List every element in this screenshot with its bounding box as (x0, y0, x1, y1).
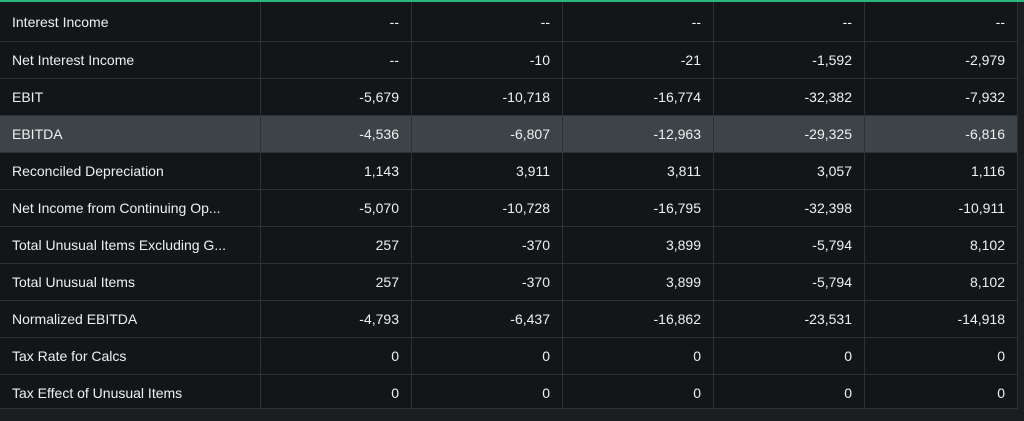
row-value: -10,911 (958, 200, 1005, 216)
table-row-highlighted[interactable]: EBITDA -4,536 -6,807 -12,963 -29,325 -6,… (0, 116, 1017, 153)
row-value: -32,398 (714, 190, 865, 226)
financials-table: Interest Income -- -- -- -- -- Net Inter… (0, 2, 1018, 409)
row-value: -- (714, 2, 865, 41)
row-value: -29,325 (714, 116, 865, 152)
row-value: -370 (412, 264, 563, 300)
row-value: 0 (997, 385, 1005, 401)
row-value: -2,979 (965, 52, 1005, 68)
row-value: 3,057 (714, 153, 865, 189)
row-value: -10,728 (412, 190, 563, 226)
row-value: -16,774 (563, 79, 714, 115)
row-value: 0 (412, 338, 563, 374)
row-value: 0 (714, 375, 865, 408)
row-value: 0 (563, 338, 714, 374)
row-value: -6,437 (412, 301, 563, 337)
table-row[interactable]: EBIT -5,679 -10,718 -16,774 -32,382 -7,9… (0, 79, 1017, 116)
row-value: -5,679 (261, 79, 412, 115)
row-value: -1,592 (714, 42, 865, 78)
row-value: -14,918 (957, 311, 1005, 327)
row-value: -32,382 (714, 79, 865, 115)
table-row[interactable]: Normalized EBITDA -4,793 -6,437 -16,862 … (0, 301, 1017, 338)
row-value: -5,070 (261, 190, 412, 226)
table-row[interactable]: Total Unusual Items Excluding G... 257 -… (0, 227, 1017, 264)
row-label: Net Interest Income (0, 42, 261, 78)
row-label: Interest Income (0, 2, 261, 41)
row-value: 3,899 (563, 227, 714, 263)
row-value: 3,811 (563, 153, 714, 189)
table-row[interactable]: Interest Income -- -- -- -- -- (0, 2, 1017, 42)
row-value: -16,862 (563, 301, 714, 337)
row-value: 257 (261, 227, 412, 263)
row-value: -23,531 (714, 301, 865, 337)
row-label: Net Income from Continuing Op... (0, 190, 261, 226)
row-label: Normalized EBITDA (0, 301, 261, 337)
row-value: 8,102 (969, 274, 1005, 290)
row-value: -- (261, 42, 412, 78)
row-value: -21 (563, 42, 714, 78)
row-value: -5,794 (714, 264, 865, 300)
row-label: Total Unusual Items (0, 264, 261, 300)
table-row[interactable]: Tax Effect of Unusual Items 0 0 0 0 0 (0, 375, 1017, 408)
row-value: 3,899 (563, 264, 714, 300)
row-value: -4,793 (261, 301, 412, 337)
table-row[interactable]: Total Unusual Items 257 -370 3,899 -5,79… (0, 264, 1017, 301)
row-value: -6,807 (412, 116, 563, 152)
row-value: -- (995, 13, 1005, 30)
row-value: 0 (997, 348, 1005, 364)
row-value: -- (412, 2, 563, 41)
row-label: Tax Effect of Unusual Items (0, 375, 261, 408)
row-value: 3,911 (412, 153, 563, 189)
row-value: -10 (412, 42, 563, 78)
row-value: 0 (412, 375, 563, 408)
row-label: Total Unusual Items Excluding G... (0, 227, 261, 263)
row-value: 0 (714, 338, 865, 374)
row-value: 257 (261, 264, 412, 300)
row-value: 0 (261, 338, 412, 374)
row-value: -370 (412, 227, 563, 263)
row-value: -4,536 (261, 116, 412, 152)
row-value: 0 (563, 375, 714, 408)
row-value: -5,794 (714, 227, 865, 263)
row-value: -7,932 (965, 89, 1005, 105)
row-value: 0 (261, 375, 412, 408)
row-value: 1,143 (261, 153, 412, 189)
row-value: -10,718 (412, 79, 563, 115)
table-row[interactable]: Net Interest Income -- -10 -21 -1,592 -2… (0, 42, 1017, 79)
row-value: -6,816 (965, 126, 1005, 142)
row-value: -12,963 (563, 116, 714, 152)
row-label: Tax Rate for Calcs (0, 338, 261, 374)
row-label: Reconciled Depreciation (0, 153, 261, 189)
row-value: -- (261, 2, 412, 41)
row-label: EBITDA (0, 116, 261, 152)
table-row[interactable]: Tax Rate for Calcs 0 0 0 0 0 (0, 338, 1017, 375)
table-row[interactable]: Net Income from Continuing Op... -5,070 … (0, 190, 1017, 227)
row-value: -- (563, 2, 714, 41)
row-label: EBIT (0, 79, 261, 115)
row-value: 1,116 (971, 163, 1005, 179)
row-value: -16,795 (563, 190, 714, 226)
top-accent-line (0, 0, 1024, 2)
table-row[interactable]: Reconciled Depreciation 1,143 3,911 3,81… (0, 153, 1017, 190)
row-value: 8,102 (969, 237, 1005, 253)
